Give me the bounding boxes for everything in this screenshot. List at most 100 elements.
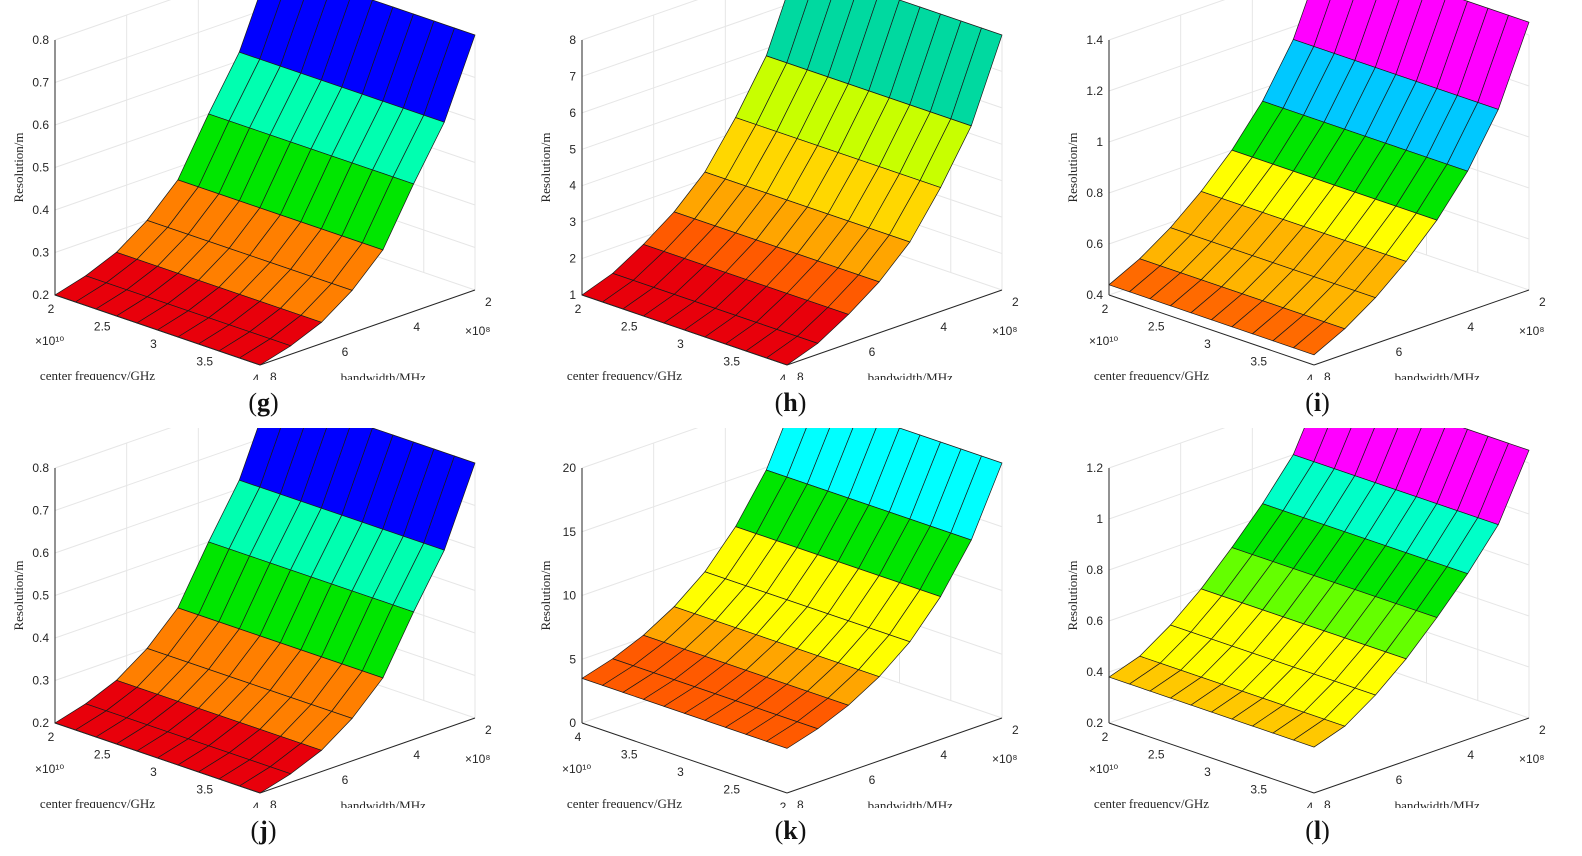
- caption-k: (k): [774, 816, 807, 845]
- z-tick-label: 0.4: [32, 631, 49, 645]
- freq-tick-label: 3: [1204, 337, 1211, 351]
- bw-tick-label: 2: [485, 723, 492, 737]
- bw-axis-line: [1313, 289, 1530, 366]
- bw-tick-label: 2: [1539, 295, 1546, 309]
- freq-tick-label: 2.5: [723, 783, 740, 797]
- bw-axis-label: bandwidth/MHz: [1395, 798, 1480, 808]
- freq-tick-label: 2: [1102, 302, 1109, 316]
- freq-tick-label: 2.5: [94, 320, 111, 334]
- bw-tick-label: 8: [797, 798, 804, 808]
- z-tick-label: 0.8: [32, 33, 49, 47]
- bw-axis-label: bandwidth/MHz: [341, 798, 426, 808]
- freq-tick-label: 4: [1307, 800, 1314, 808]
- bw-exponent: ×10⁸: [465, 324, 490, 338]
- bw-tick-label: 6: [1396, 345, 1403, 359]
- z-tick-label: 0.8: [32, 461, 49, 475]
- freq-axis-label: center frequency/GHz: [1094, 368, 1209, 380]
- freq-tick-label: 2.5: [1148, 320, 1165, 334]
- z-tick-label: 0.5: [32, 161, 49, 175]
- freq-axis-line: [581, 294, 788, 366]
- freq-axis-label: center frequency/GHz: [567, 368, 682, 380]
- bw-axis-label: bandwidth/MHz: [868, 370, 953, 380]
- freq-tick-label: 4: [1307, 372, 1314, 380]
- freq-tick-label: 3.5: [621, 748, 638, 762]
- freq-tick-label: 3: [677, 337, 684, 351]
- z-tick-label: 0.6: [1086, 237, 1103, 251]
- freq-tick-label: 3.5: [723, 355, 740, 369]
- z-tick-label: 0.7: [32, 76, 49, 90]
- surface-plot-j: 0.2 0.3 0.4 0.5 0.6 0.7 0.8 2 2.5 3 3.5 4 8 6 4 2 ×10¹⁰ ×…: [11, 428, 492, 808]
- freq-tick-label: 4: [780, 372, 787, 380]
- axes-h: [581, 40, 1003, 366]
- bw-exponent: ×10⁸: [992, 324, 1017, 338]
- z-tick-label: 1: [1096, 512, 1103, 526]
- freq-exponent: ×10¹⁰: [35, 334, 64, 348]
- axes-g: [54, 40, 476, 366]
- z-tick-label: 0.2: [1086, 716, 1103, 730]
- z-tick-label: 1: [569, 288, 576, 302]
- caption-j: (j): [250, 816, 277, 845]
- bw-tick-label: 2: [1539, 723, 1546, 737]
- freq-tick-label: 2.5: [621, 320, 638, 334]
- bw-tick-label: 4: [413, 320, 420, 334]
- panel-g: 0.2 0.3 0.4 0.5 0.6 0.7 0.8 2 2.5 3 3.5 4 8 6 4 2 ×10¹⁰ ×…: [0, 0, 527, 428]
- freq-exponent: ×10¹⁰: [35, 762, 64, 776]
- bw-tick-label: 4: [940, 748, 947, 762]
- z-tick-label: 15: [563, 525, 577, 539]
- freq-tick-label: 4: [253, 372, 260, 380]
- z-tick-label: 0: [569, 716, 576, 730]
- z-tick-label: 7: [569, 69, 576, 83]
- z-tick-label: 0.2: [32, 288, 49, 302]
- surface-plot-i: 0.4 0.6 0.8 1 1.2 1.4 2 2.5 3 3.5 4 8 6 4 2 ×10¹⁰ ×10⁸ Re…: [1065, 0, 1546, 380]
- z-tick-label: 0.5: [32, 589, 49, 603]
- z-tick-label: 1.2: [1086, 461, 1103, 475]
- z-tick-label: 1.4: [1086, 33, 1103, 47]
- axes-l: [1108, 468, 1530, 794]
- axes-i: [1108, 40, 1530, 366]
- freq-tick-label: 2: [780, 800, 787, 808]
- bw-tick-label: 2: [1012, 295, 1019, 309]
- bw-axis-line: [1313, 717, 1530, 794]
- surface-plot-l: 0.2 0.4 0.6 0.8 1 1.2 2 2.5 3 3.5 4 8 6 4 2 ×10¹⁰ ×10⁸ Re…: [1065, 428, 1546, 808]
- axes-j: [54, 468, 476, 794]
- freq-tick-label: 3: [150, 337, 157, 351]
- z-axis-label: Resolution/m: [1065, 560, 1080, 630]
- freq-tick-label: 3.5: [196, 355, 213, 369]
- surface-j: [54, 428, 476, 794]
- freq-axis-line: [581, 722, 788, 794]
- z-tick-label: 4: [569, 179, 576, 193]
- freq-tick-label: 4: [575, 730, 582, 744]
- bw-exponent: ×10⁸: [465, 752, 490, 766]
- z-tick-label: 0.7: [32, 504, 49, 518]
- freq-tick-label: 2: [575, 302, 582, 316]
- z-axis-label: Resolution/m: [538, 560, 553, 630]
- freq-tick-label: 4: [253, 800, 260, 808]
- z-tick-label: 3: [569, 215, 576, 229]
- z-tick-label: 0.8: [1086, 186, 1103, 200]
- freq-exponent: ×10¹⁰: [1089, 762, 1118, 776]
- freq-axis-line: [1108, 294, 1315, 366]
- freq-tick-label: 2.5: [1148, 748, 1165, 762]
- bw-tick-label: 4: [940, 320, 947, 334]
- bw-tick-label: 4: [1467, 748, 1474, 762]
- z-tick-label: 0.4: [1086, 665, 1103, 679]
- bw-tick-label: 8: [270, 370, 277, 380]
- z-tick-label: 1.2: [1086, 84, 1103, 98]
- bw-tick-label: 8: [1324, 798, 1331, 808]
- surface-plot-k: 0 5 10 15 20 4 3.5 3 2.5 2 8 6 4 2 ×10¹⁰ ×10⁸ Resolution…: [538, 428, 1019, 808]
- surface-k: [581, 428, 1003, 749]
- bw-axis-line: [259, 717, 476, 794]
- bw-tick-label: 8: [797, 370, 804, 380]
- bw-tick-label: 6: [869, 773, 876, 787]
- bw-exponent: ×10⁸: [1519, 324, 1544, 338]
- z-tick-label: 0.3: [32, 674, 49, 688]
- surface-patch: [765, 721, 819, 749]
- bw-tick-label: 4: [1467, 320, 1474, 334]
- bw-tick-label: 4: [413, 748, 420, 762]
- z-tick-label: 0.8: [1086, 563, 1103, 577]
- bw-axis-line: [259, 289, 476, 366]
- freq-axis-label: center frequency/GHz: [40, 796, 155, 808]
- z-axis-label: Resolution/m: [1065, 132, 1080, 202]
- panel-j: 0.2 0.3 0.4 0.5 0.6 0.7 0.8 2 2.5 3 3.5 4 8 6 4 2 ×10¹⁰ ×…: [0, 428, 527, 856]
